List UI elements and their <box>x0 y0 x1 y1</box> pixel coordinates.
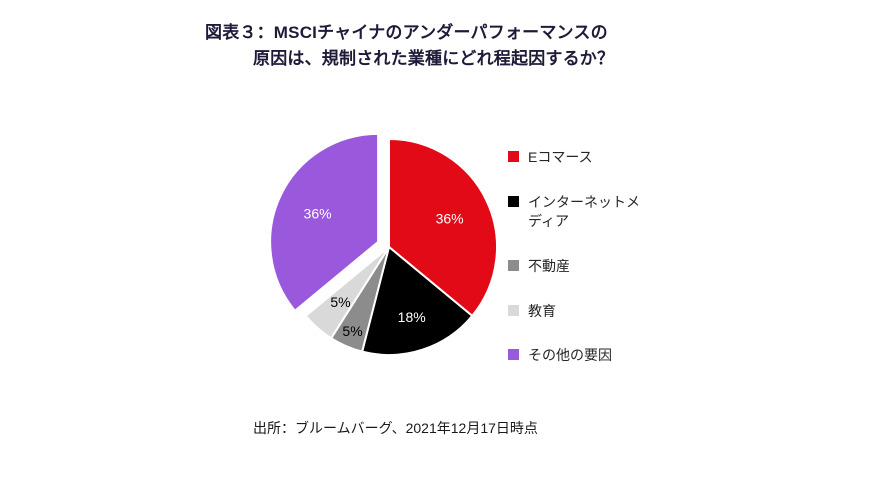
pie-slice-4 <box>269 132 380 313</box>
legend-item-2: 不動産 <box>508 257 640 276</box>
pie-slice-label-4: 36% <box>304 205 332 221</box>
legend-item-3: 教育 <box>508 302 640 321</box>
legend-item-4: その他の要因 <box>508 346 640 365</box>
legend-item-0: Eコマース <box>508 148 640 167</box>
pie-slice-3 <box>304 246 390 340</box>
legend-swatch-3 <box>508 304 519 316</box>
legend-label-3: 教育 <box>528 302 556 319</box>
pie-slice-label-2: 5% <box>342 323 362 339</box>
legend-item-1: インターネットメディア <box>508 193 640 231</box>
chart-title-line1: 図表３：MSCIチャイナのアンダーパフォーマンスの <box>205 23 608 42</box>
pie-slice-1 <box>360 245 474 356</box>
pie-slice-label-1: 18% <box>398 309 426 325</box>
legend-label-1: インターネットメディア <box>528 193 640 229</box>
legend-swatch-1 <box>508 195 519 207</box>
source-note: 出所：ブルームバーグ、2021年12月17日時点 <box>253 420 538 436</box>
legend-label-0: Eコマース <box>528 149 593 165</box>
legend: Eコマースインターネットメディア不動産教育その他の要因 <box>508 148 640 365</box>
legend-swatch-4 <box>508 349 519 361</box>
legend-swatch-2 <box>508 259 519 271</box>
pie-slice-0 <box>388 137 498 318</box>
pie-chart: 36% 18% 5% 5% 36% <box>269 132 498 356</box>
pie-slice-label-0: 36% <box>436 210 464 226</box>
legend-label-4: その他の要因 <box>528 347 612 364</box>
chart-title-line2: 原因は、規制された業種にどれ程起因するか？ <box>253 49 615 69</box>
legend-swatch-0 <box>508 151 519 162</box>
legend-label-2: 不動産 <box>528 257 570 274</box>
chart-title: 図表３：MSCIチャイナのアンダーパフォーマンスの 原因は、規制された業種にどれ… <box>205 20 614 73</box>
pie-slice-label-3: 5% <box>330 294 350 310</box>
